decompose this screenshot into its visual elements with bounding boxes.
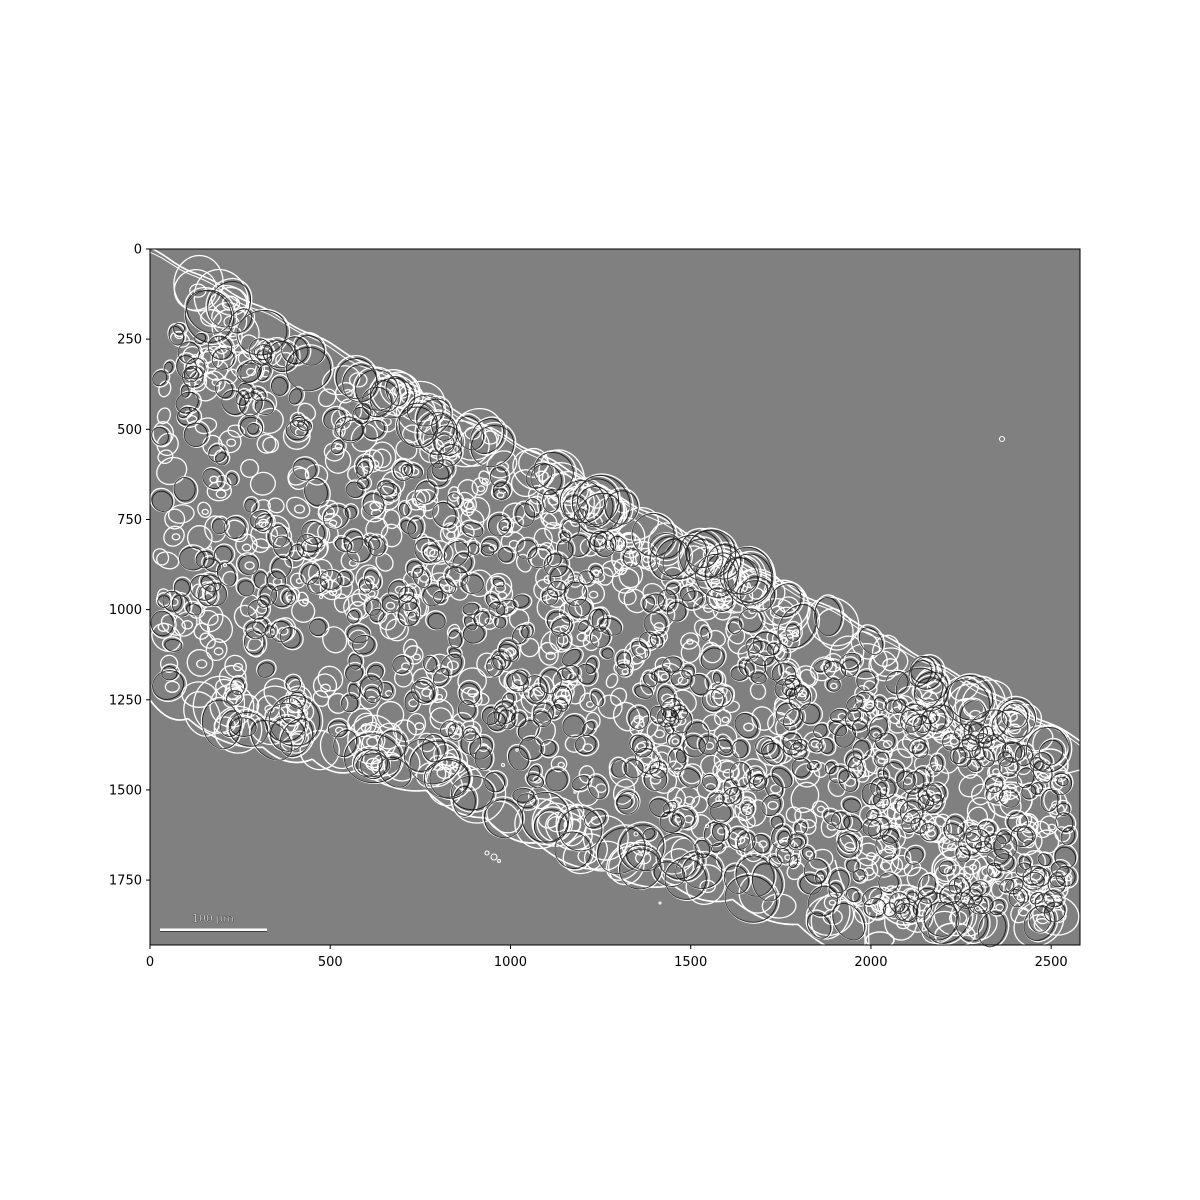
tissue-edge-map: [149, 247, 1081, 964]
x-tick-label: 1000: [494, 955, 527, 970]
scale-bar: 100 µm: [160, 912, 267, 932]
x-tick-label: 2500: [1035, 955, 1068, 970]
y-axis: 0 250 500 750 1000 1250 1500 1750: [109, 243, 150, 889]
y-tick-label: 0: [134, 243, 142, 258]
y-tick-label: 1250: [109, 693, 142, 708]
scale-bar-label: 100 µm: [192, 912, 234, 925]
y-tick-label: 1500: [109, 783, 142, 798]
x-tick-label: 1500: [674, 955, 707, 970]
y-tick-label: 1000: [109, 603, 142, 618]
image-plot-area: 100 µm: [149, 247, 1081, 964]
y-tick-label: 750: [117, 513, 142, 528]
x-axis: 0 500 1000 1500 2000 2500: [146, 945, 1068, 970]
x-tick-label: 2000: [854, 955, 887, 970]
x-tick-label: 0: [146, 955, 154, 970]
x-tick-label: 500: [318, 955, 343, 970]
y-tick-label: 500: [117, 423, 142, 438]
plot-frame: [149, 248, 1081, 946]
y-tick-label: 1750: [109, 874, 142, 889]
y-tick-label: 250: [117, 333, 142, 348]
